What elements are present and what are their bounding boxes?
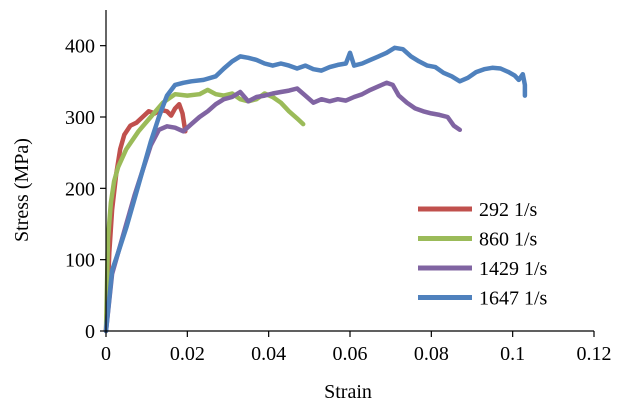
legend-label-1: 292 1/s [479,199,538,221]
x-tick-label: 0 [101,343,111,365]
x-tick-label: 0.1 [500,343,525,365]
y-tick-label: 400 [65,36,95,58]
series-line-1 [103,101,188,334]
plot-series [103,45,528,334]
x-tick-label: 0.08 [414,343,449,365]
legend: 292 1/s 860 1/s 1429 1/s 1647 1/s [418,199,548,310]
x-ticks: 0 0.02 0.04 0.06 0.08 0.1 0.12 [101,331,612,365]
legend-label-4: 1647 1/s [479,288,548,310]
x-tick-label: 0.02 [170,343,205,365]
legend-label-2: 860 1/s [479,229,538,251]
x-axis-title: Strain [324,381,372,403]
y-tick-label: 200 [65,178,95,200]
series-line-3 [103,80,463,334]
axes: 0 100 200 300 400 0 0.02 0.04 0.06 0.08 0.1 0.12 [65,10,612,365]
y-ticks: 0 100 200 300 400 [65,36,106,343]
x-tick-label: 0.04 [251,343,286,365]
x-tick-label: 0.06 [333,343,368,365]
y-tick-label: 100 [65,250,95,272]
x-tick-label: 0.12 [577,343,612,365]
y-tick-label: 300 [65,107,95,129]
series-line-2 [103,87,306,334]
series-line-4 [103,45,528,334]
y-axis-title: Stress (MPa) [11,138,33,242]
y-tick-label: 0 [85,321,95,343]
legend-label-3: 1429 1/s [479,258,548,280]
